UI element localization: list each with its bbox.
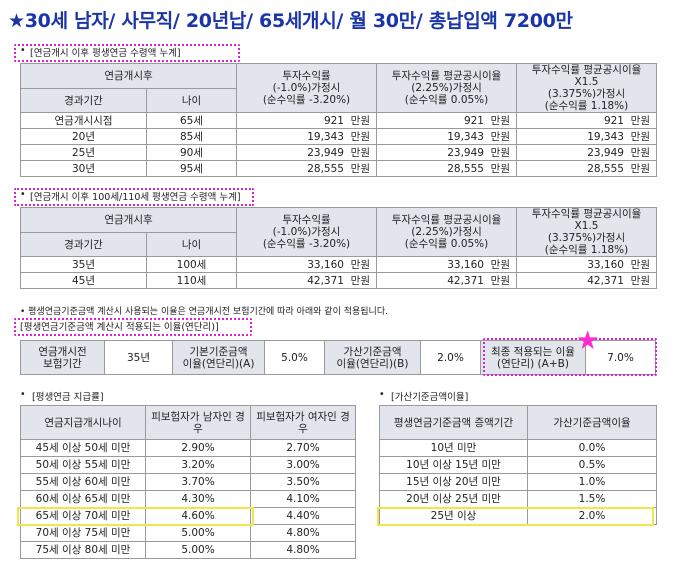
head-age: 나이 xyxy=(146,88,237,113)
section2-label-box xyxy=(14,188,254,206)
accumulated-table-1: 연금개시후 투자수익률 (-1.0%)가정시 (순수익률 -3.20%) 투자수익률… xyxy=(20,62,657,177)
table-row: 50세 이상 55세 미만 3.20% 3.00% xyxy=(20,456,356,474)
table-row: 70세 이상 75세 미만 5.00% 4.80% xyxy=(20,524,356,542)
period-value: 35년 xyxy=(104,340,173,375)
additional-row-highlight xyxy=(377,507,654,526)
section2-label: [연금개시 이후 100세/110세 평생연금 수령액 누계] xyxy=(30,192,241,203)
section1-label-box xyxy=(14,44,240,62)
table-row: 45년 110세 42,371 만원 42,371 만원 42,371 만원 xyxy=(20,272,657,289)
head-period: 경과기간 xyxy=(20,232,147,257)
table-row: 35년 100세 33,160 만원 33,160 만원 33,160 만원 xyxy=(20,256,657,273)
section4-bullet: • xyxy=(20,389,26,400)
table-row: 10년 미만 0.0% xyxy=(379,439,657,457)
final-rate-highlight xyxy=(483,338,657,376)
star-icon: ★ xyxy=(576,326,600,356)
table-row: 20년 이상 25년 미만 1.5% xyxy=(379,490,657,508)
head-male: 피보험자가 남자인 경우 xyxy=(145,405,251,440)
head-col2: 투자수익률 평균공시이율 (2.25%)가정시 (순수익률 0.05%) xyxy=(376,63,517,113)
section1-bullet: • xyxy=(20,45,26,56)
head-period: 경과기간 xyxy=(20,88,147,113)
head-increase-period: 평생연금기준금액 증액기간 xyxy=(379,405,528,440)
table-row: 65세 이상 70세 미만 4.60% 4.40% xyxy=(20,507,356,525)
section3-label-box xyxy=(14,318,252,336)
head-additional-rate: 가산기준금액이율 xyxy=(527,405,657,440)
head-col3: 투자수익률 평균공시이율X1.5 (3.375%)가정시 (순수익률 1.18%) xyxy=(516,63,657,113)
section3-label: [평생연금기준금액 계산시 적용되는 이율(연단리)] xyxy=(20,322,219,333)
head-col3: 투자수익률 평균공시이율X1.5 (3.375%)가정시 (순수익률 1.18%) xyxy=(516,207,657,257)
head-female: 피보험자가 여자인 경우 xyxy=(250,405,356,440)
head-age: 나이 xyxy=(146,232,237,257)
table-row: 20년 85세 19,343 만원 19,343 만원 19,343 만원 xyxy=(20,128,657,145)
table-row: 60세 이상 65세 미만 4.30% 4.10% xyxy=(20,490,356,508)
table-row: 75세 이상 80세 미만 5.00% 4.80% xyxy=(20,541,356,559)
table-row: 연금개시시점 65세 921 만원 921 만원 921 만원 xyxy=(20,112,657,129)
page-title: ★30세 남자/ 사무직/ 20년납/ 65세개시/ 월 30만/ 총납입액 7… xyxy=(8,10,573,32)
table-row: 55세 이상 60세 미만 3.70% 3.50% xyxy=(20,473,356,491)
payout-row-highlight xyxy=(17,507,254,526)
section5-bullet: • xyxy=(379,389,385,400)
section2-bullet: • xyxy=(20,189,26,200)
rate-note: • 평생연금기준금액 계산시 사용되는 이율은 연금개시전 보험기간에 따라 아… xyxy=(20,307,388,317)
table-row: 15년 이상 20년 미만 1.0% xyxy=(379,473,657,491)
table-row: 25년 90세 23,949 만원 23,949 만원 23,949 만원 xyxy=(20,144,657,161)
head-age-range: 연금지급개시나이 xyxy=(20,405,146,440)
final-rate-label: 최종 적용되는 이율 (연단리) (A+B) xyxy=(480,340,586,375)
head-group: 연금개시후 xyxy=(20,206,237,234)
head-col1: 투자수익률 (-1.0%)가정시 (순수익률 -3.20%) xyxy=(236,63,377,113)
head-group: 연금개시후 xyxy=(20,62,237,90)
rate-table: 연금개시전 보험기간 35년 기본기준금액 이율(연단리)(A) 5.0% 가산기준… xyxy=(20,340,656,375)
base-rate-value: 5.0% xyxy=(264,340,325,375)
add-rate-label: 가산기준금액 이율(연단리)(B) xyxy=(324,340,421,375)
period-label: 연금개시전 보험기간 xyxy=(20,340,105,375)
head-col1: 투자수익률 (-1.0%)가정시 (순수익률 -3.20%) xyxy=(236,207,377,257)
section4-label: [평생연금 지급률] xyxy=(32,392,104,403)
base-rate-label: 기본기준금액 이율(연단리)(A) xyxy=(172,340,265,375)
table-row: 10년 이상 15년 미만 0.5% xyxy=(379,456,657,474)
table-row: 30년 95세 28,555 만원 28,555 만원 28,555 만원 xyxy=(20,160,657,177)
table-row: 45세 이상 50세 미만 2.90% 2.70% xyxy=(20,439,356,457)
payout-rate-table: 연금지급개시나이 피보험자가 남자인 경우 피보험자가 여자인 경우 45세 이… xyxy=(20,405,356,559)
head-col2: 투자수익률 평균공시이율 (2.25%)가정시 (순수익률 0.05%) xyxy=(376,207,517,257)
section1-label: [연금개시 이후 평생연금 수령액 누계] xyxy=(30,48,181,59)
add-rate-value: 2.0% xyxy=(420,340,481,375)
accumulated-table-2: 연금개시후 투자수익률 (-1.0%)가정시 (순수익률 -3.20%) 투자수익률… xyxy=(20,206,657,289)
section5-label: [가산기준금액이율] xyxy=(391,392,469,403)
